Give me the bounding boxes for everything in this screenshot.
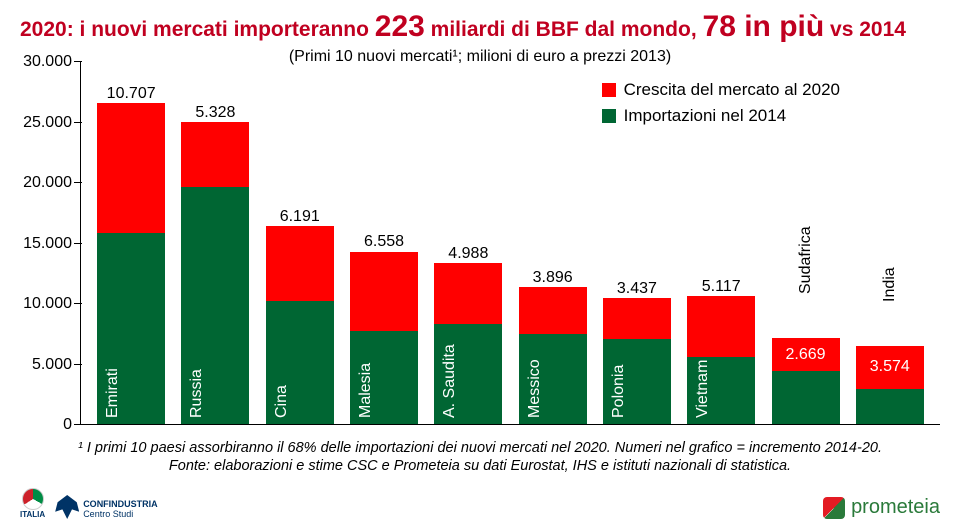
bar-value-label: 2.669 bbox=[772, 346, 840, 364]
legend-import-label: Importazioni nel 2014 bbox=[624, 106, 787, 126]
bar-segment-growth bbox=[434, 263, 502, 323]
footnote-line1: ¹ I primi 10 paesi assorbiranno il 68% d… bbox=[20, 439, 940, 457]
title-big2: 78 in più bbox=[703, 10, 825, 43]
logos-left: ITALIA CONFINDUSTRIA Centro Studi bbox=[20, 488, 158, 519]
y-tick-label: 15.000 bbox=[23, 235, 72, 253]
bar-country-label: India bbox=[881, 267, 899, 302]
footnote: ¹ I primi 10 paesi assorbiranno il 68% d… bbox=[20, 439, 940, 475]
bar-segment-import: Malesia bbox=[350, 331, 418, 424]
footnote-line2: Fonte: elaborazioni e stime CSC e Promet… bbox=[20, 457, 940, 475]
y-tick-label: 5.000 bbox=[32, 356, 72, 374]
bar-country-label: Russia bbox=[188, 369, 206, 418]
bar-vietnam: 5.117Vietnam bbox=[687, 296, 755, 424]
logo-confindustria: CONFINDUSTRIA Centro Studi bbox=[55, 495, 158, 519]
bar-value-label: 6.558 bbox=[350, 233, 418, 251]
bar-malesia: 6.558Malesia bbox=[350, 252, 418, 425]
bar-value-label: 4.988 bbox=[434, 245, 502, 263]
bar-segment-import bbox=[772, 371, 840, 424]
bar-segment-import: Russia bbox=[181, 187, 249, 424]
bar-value-label: 5.328 bbox=[181, 104, 249, 122]
bar-segment-growth bbox=[519, 287, 587, 334]
title-mid1: miliardi di BBF dal mondo, bbox=[425, 18, 703, 41]
bar-value-label: 3.437 bbox=[603, 280, 671, 298]
italia-flag-icon bbox=[22, 488, 44, 510]
bar-country-label: Vietnam bbox=[694, 360, 712, 418]
bar-polonia: 3.437Polonia bbox=[603, 298, 671, 424]
bar-segment-growth bbox=[266, 226, 334, 301]
bar-country-label: Cina bbox=[273, 385, 291, 418]
bar-segment-import: Cina bbox=[266, 301, 334, 424]
bar-segment-growth bbox=[603, 298, 671, 340]
logo-italia: ITALIA bbox=[20, 488, 45, 519]
bar-value-label: 3.574 bbox=[856, 358, 924, 376]
bar-russia: 5.328Russia bbox=[181, 122, 249, 424]
logo-bar: ITALIA CONFINDUSTRIA Centro Studi promet… bbox=[20, 481, 940, 519]
prometeia-text: prometeia bbox=[851, 496, 940, 519]
confindustria-eagle-icon bbox=[55, 495, 79, 519]
bar-emirati: 10.707Emirati bbox=[97, 103, 165, 424]
bar-sudafrica: 2.669Sudafrica bbox=[772, 338, 840, 424]
legend-growth: Crescita del mercato al 2020 bbox=[602, 80, 840, 100]
bar-segment-growth bbox=[687, 296, 755, 358]
confindustria-top: CONFINDUSTRIA bbox=[83, 499, 158, 509]
legend-swatch-import bbox=[602, 109, 616, 123]
legend-import: Importazioni nel 2014 bbox=[602, 106, 840, 126]
bar-segment-growth bbox=[350, 252, 418, 331]
bar-country-label: Polonia bbox=[610, 365, 628, 418]
bar-segment-import: Vietnam bbox=[687, 357, 755, 424]
y-tick-label: 25.000 bbox=[23, 114, 72, 132]
confindustria-bottom: Centro Studi bbox=[83, 509, 158, 519]
bar-country-label: Malesia bbox=[357, 363, 375, 418]
bar-value-label: 3.896 bbox=[519, 269, 587, 287]
title-prefix: 2020: i nuovi mercati importeranno bbox=[20, 18, 375, 41]
bar-country-label: Messico bbox=[526, 359, 544, 418]
legend: Crescita del mercato al 2020 Importazion… bbox=[602, 80, 840, 132]
bar-messico: 3.896Messico bbox=[519, 287, 587, 424]
bar-india: 3.574India bbox=[856, 346, 924, 424]
legend-swatch-growth bbox=[602, 83, 616, 97]
bar-asaudita: 4.988A. Saudita bbox=[434, 263, 502, 424]
bar-segment-growth bbox=[181, 122, 249, 186]
bar-segment-import: Polonia bbox=[603, 339, 671, 424]
chart-title: 2020: i nuovi mercati importeranno 223 m… bbox=[0, 0, 960, 48]
y-tick-label: 30.000 bbox=[23, 53, 72, 71]
bar-segment-growth bbox=[97, 103, 165, 233]
title-suffix: vs 2014 bbox=[824, 18, 906, 41]
logo-italia-text: ITALIA bbox=[20, 510, 45, 519]
logo-prometeia: prometeia bbox=[823, 496, 940, 519]
bar-value-label: 10.707 bbox=[97, 85, 165, 103]
title-big1: 223 bbox=[375, 10, 425, 43]
bar-segment-import bbox=[856, 389, 924, 424]
bar-segment-import: A. Saudita bbox=[434, 324, 502, 424]
y-tick-label: 0 bbox=[63, 416, 72, 434]
bar-segment-import: Messico bbox=[519, 334, 587, 424]
bar-value-label: 6.191 bbox=[266, 208, 334, 226]
bar-value-label: 5.117 bbox=[687, 278, 755, 296]
y-tick-label: 20.000 bbox=[23, 174, 72, 192]
y-tick-label: 10.000 bbox=[23, 295, 72, 313]
bar-country-label: Emirati bbox=[104, 368, 122, 418]
y-axis: 05.00010.00015.00020.00025.00030.000 bbox=[20, 62, 80, 425]
bar-country-label: A. Saudita bbox=[441, 344, 459, 418]
legend-growth-label: Crescita del mercato al 2020 bbox=[624, 80, 840, 100]
bar-country-label: Sudafrica bbox=[797, 227, 815, 295]
bar-cina: 6.191Cina bbox=[266, 226, 334, 424]
bar-segment-import: Emirati bbox=[97, 233, 165, 424]
prometeia-mark-icon bbox=[823, 497, 845, 519]
